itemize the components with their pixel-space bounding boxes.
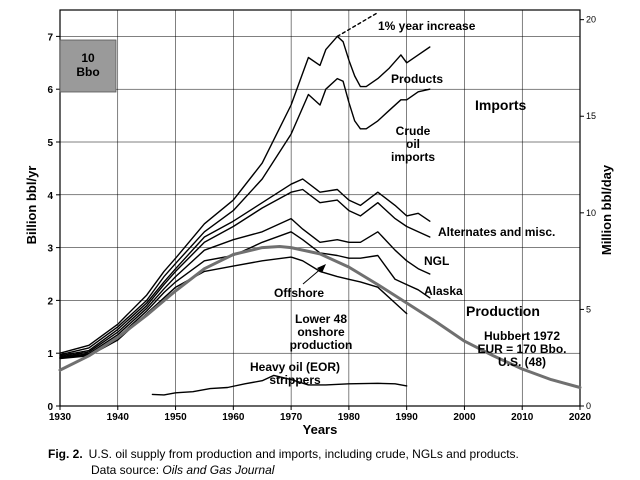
label-hubbert-1: Hubbert 1972 xyxy=(484,329,560,343)
series-line-ngl xyxy=(59,188,431,358)
series-lines xyxy=(58,11,582,396)
x-tick-label-1950: 1950 xyxy=(164,412,187,423)
y2-axis-ticks: 0 5 10 15 20 xyxy=(580,15,596,411)
label-alaska: Alaska xyxy=(424,284,463,298)
scale-box-value: 10 xyxy=(81,51,95,65)
label-alternates: Alternates and misc. xyxy=(438,225,555,239)
series-line-alternates-and-misc xyxy=(59,178,431,357)
y-tick-label-1: 1 xyxy=(47,349,53,360)
y-tick-label-5: 5 xyxy=(47,138,53,149)
caption-source-prefix: Data source: xyxy=(91,463,160,477)
label-imports: Imports xyxy=(475,97,527,113)
offshore-arrow-head xyxy=(317,264,326,273)
label-crude-2: oil xyxy=(406,137,420,151)
y2-tick-label-0: 0 xyxy=(586,401,591,411)
label-crude-3: imports xyxy=(391,150,435,164)
label-production: Production xyxy=(466,303,540,319)
y-tick-label-7: 7 xyxy=(47,32,53,43)
series-line-hubbert-1972-eur-170-bbo-u-s-48 xyxy=(58,245,582,389)
scale-box xyxy=(59,39,117,93)
label-products: Products xyxy=(391,72,443,86)
series-line-heavy-oil-eor-strippers xyxy=(151,374,408,396)
label-lower48-3: production xyxy=(290,338,353,352)
caption-fig-label: Fig. 2. xyxy=(48,447,83,461)
series-line-1-year-increase xyxy=(336,11,379,38)
label-hubbert-2: EUR = 170 Bbo. xyxy=(477,342,566,356)
y2-tick-label-5: 5 xyxy=(586,304,591,314)
y2-tick-label-20: 20 xyxy=(586,15,596,25)
x-tick-label-1930: 1930 xyxy=(49,412,72,423)
x-tick-label-1960: 1960 xyxy=(222,412,245,423)
y2-tick-label-15: 15 xyxy=(586,111,596,121)
y2-tick-label-10: 10 xyxy=(586,208,596,218)
y-tick-label-6: 6 xyxy=(47,85,53,96)
label-offshore: Offshore xyxy=(274,286,324,300)
y-axis-label: Billion bbl/yr xyxy=(24,166,39,245)
y-tick-label-4: 4 xyxy=(47,191,53,202)
label-ngl: NGL xyxy=(424,254,449,268)
x-tick-label-1940: 1940 xyxy=(107,412,130,423)
y-axis-ticks: 0 1 2 3 4 5 6 7 xyxy=(47,32,60,413)
x-axis-label: Years xyxy=(303,422,338,437)
x-tick-label-1990: 1990 xyxy=(396,412,419,423)
label-lower48-1: Lower 48 xyxy=(295,312,347,326)
y-tick-label-2: 2 xyxy=(47,296,53,307)
series-line-crude-oil-imports xyxy=(59,77,431,356)
label-heavy-1: Heavy oil (EOR) xyxy=(250,360,340,374)
x-tick-label-2000: 2000 xyxy=(453,412,476,423)
caption-line-2: Data source: Oils and Gas Journal xyxy=(48,462,628,478)
series-line-offshore xyxy=(59,231,431,359)
figure-caption: Fig. 2. U.S. oil supply from production a… xyxy=(48,446,628,478)
y-tick-label-3: 3 xyxy=(47,244,53,255)
x-tick-label-2020: 2020 xyxy=(569,412,592,423)
y-tick-label-0: 0 xyxy=(47,402,53,413)
y2-axis-label: Million bbl/day xyxy=(599,164,614,255)
series-line-alaska xyxy=(59,217,431,359)
x-tick-label-1970: 1970 xyxy=(280,412,303,423)
caption-line-1: Fig. 2. U.S. oil supply from production a… xyxy=(48,446,628,462)
plot-frame xyxy=(59,9,581,407)
label-crude-1: Crude xyxy=(396,124,431,138)
series-line-products xyxy=(59,35,431,354)
label-lower48-2: onshore xyxy=(297,325,345,339)
label-one-percent: 1% year increase xyxy=(378,19,476,33)
label-heavy-2: strippers xyxy=(269,373,321,387)
x-axis-ticks: 1930 1940 1950 1960 1970 1980 1990 2000 2010 2020 xyxy=(49,406,592,423)
label-hubbert-3: U.S. (48) xyxy=(498,355,546,369)
scale-box-unit: Bbo xyxy=(76,65,99,79)
x-tick-label-2010: 2010 xyxy=(511,412,534,423)
caption-source-name: Oils and Gas Journal xyxy=(162,463,275,477)
grid-lines xyxy=(60,10,580,406)
caption-text: U.S. oil supply from production and impo… xyxy=(88,447,519,461)
x-tick-label-1980: 1980 xyxy=(338,412,361,423)
